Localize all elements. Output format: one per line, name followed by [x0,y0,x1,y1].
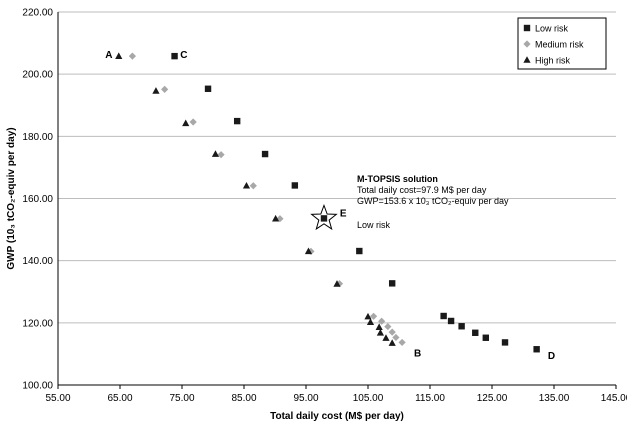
legend-items: Low risk Medium risk High risk [523,24,584,66]
x-axis-title: Total daily cost (M$ per day) [270,411,404,422]
x-tick-label: 85.00 [231,393,256,404]
high-risk-point [376,328,384,336]
y-tick-label: 100.00 [22,381,53,392]
y-tick-labels: 100.00 120.00 140.00 160.00 180.00 200.00 220.… [22,8,53,392]
point-label: A [105,50,112,61]
high-risk-point [182,119,190,127]
low-risk-point [171,52,178,60]
y-tick-label: 220.00 [22,8,53,19]
point-label: E [340,209,347,220]
high-risk-point [388,339,396,346]
low-risk-point [458,323,465,330]
medium-risk-point [378,317,386,325]
y-tick-label: 200.00 [22,70,53,81]
x-tick-label: 105.00 [353,393,384,404]
low-risk-point [533,346,540,353]
medium-risk-point [307,247,315,255]
annotation: M-TOPSIS solution Total daily cost=97.9 … [357,174,509,230]
high-risk-point [366,318,375,326]
low-risk-point [472,329,479,336]
legend-box [517,17,607,70]
x-tick-label: 75.00 [169,393,194,404]
x-tick-label: 55.00 [45,393,70,404]
medium-risk-point [249,182,257,190]
gridlines [58,11,616,324]
high-risk-point [115,52,123,59]
medium-risk-point [392,333,400,342]
medium-risk-point [128,52,136,60]
annotation-line-cost: Total daily cost=97.9 M$ per day [357,185,487,195]
x-tick-label: 115.00 [415,393,445,404]
legend-label-high-risk: High risk [535,56,571,66]
point-label: D [548,351,555,362]
point-label: B [414,348,421,359]
low-risk-point [233,117,241,125]
x-tick-label: 135.00 [539,393,570,404]
axes [57,12,617,389]
legend-marker-low-risk [523,24,531,32]
x-tick-label: 125.00 [477,393,508,404]
medium-risk-point [398,338,406,347]
high-risk-point [382,334,390,341]
y-axis-title: GWP (10₃ tCO₂-equiv per day) [6,127,17,269]
legend-label-medium-risk: Medium risk [535,40,584,50]
high-risk-point [304,247,313,255]
low-risk-point [447,317,455,325]
low-risk-point [204,85,212,92]
low-risk-point [291,182,299,189]
y-tick-label: 180.00 [22,132,53,143]
legend-marker-medium-risk [523,40,531,48]
high-risk-point [375,323,383,330]
selected-solution-star [310,203,338,231]
selected-solution-point [320,215,328,222]
high-risk-point [211,150,220,157]
x-tick-label: 145.00 [601,393,627,404]
high-risk-point [242,181,251,189]
legend-label-low-risk: Low risk [535,24,569,34]
data-points [115,52,540,353]
medium-risk-point [189,118,197,126]
low-risk-point [261,150,269,158]
medium-risk-point [217,151,225,159]
legend-marker-high-risk [523,56,531,63]
high-risk-point [333,280,341,287]
medium-risk-point [161,85,169,93]
medium-risk-point [369,312,378,320]
medium-risk-point [276,215,284,223]
low-risk-point [356,247,363,255]
medium-risk-point [388,328,396,336]
annotation-line-gwp: GWP=153.6 x 10₃ tCO₂-equiv per day [357,196,509,206]
x-tick-label: 65.00 [107,393,132,404]
y-tick-label: 140.00 [22,256,53,267]
y-tick-label: 160.00 [22,194,53,205]
point-label: C [180,50,187,61]
x-tick-labels: 55.00 65.00 75.00 85.00 95.00 105.00 115.00 125… [45,393,627,404]
legend: Low risk Medium risk High risk [517,17,607,70]
y-tick-label: 120.00 [22,318,53,329]
low-risk-point [482,334,489,341]
medium-risk-point [384,322,392,331]
low-risk-point [501,339,509,346]
annotation-line-risk: Low risk [357,220,391,230]
low-risk-point [388,280,396,287]
point-labels: A C E B D [105,50,555,362]
low-risk-point [440,312,447,320]
x-tick-label: 95.00 [293,393,318,404]
high-risk-point [272,214,280,222]
high-risk-point [364,312,372,320]
high-risk-point [152,87,160,94]
annotation-title: M-TOPSIS solution [357,174,438,184]
